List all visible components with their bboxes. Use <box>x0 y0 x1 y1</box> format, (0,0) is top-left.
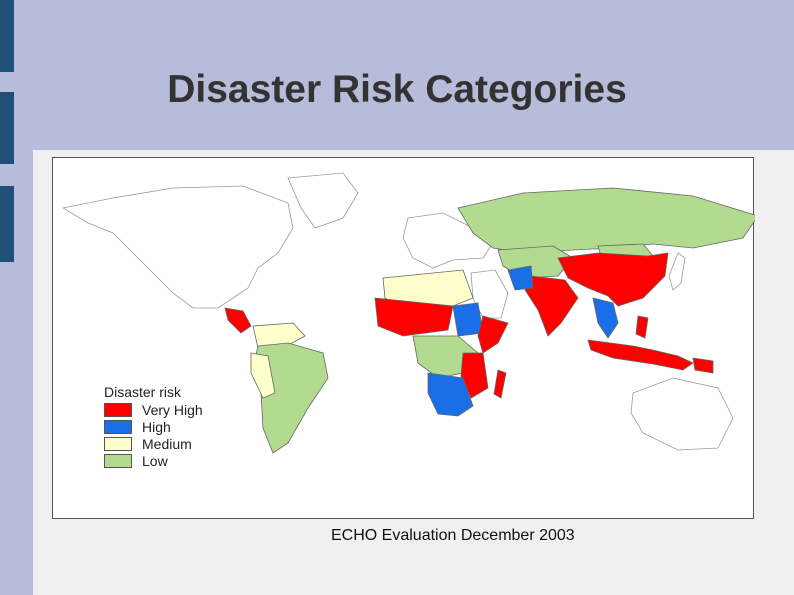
region-australia <box>630 377 734 451</box>
region-greenland <box>287 172 359 229</box>
accent-bar-top <box>0 0 14 72</box>
legend-item-low: Low <box>104 452 203 469</box>
legend-label-low: Low <box>142 452 168 469</box>
legend-label-high: High <box>142 418 171 435</box>
region-sahel <box>374 297 454 337</box>
region-se-asia <box>592 297 619 339</box>
legend-swatch-medium <box>104 436 132 451</box>
accent-bar-bottom <box>0 186 14 262</box>
legend-swatch-low <box>104 453 132 468</box>
region-madagascar <box>493 369 507 399</box>
legend-label-medium: Medium <box>142 435 192 452</box>
region-south-america-north <box>252 322 306 349</box>
region-india <box>524 275 579 337</box>
map-legend: Disaster risk Very High High Medium Low <box>104 384 203 469</box>
region-japan <box>668 252 686 291</box>
legend-item-high: High <box>104 418 203 435</box>
world-map-svg <box>61 172 755 454</box>
region-russia <box>457 187 755 254</box>
legend-swatch-high <box>104 419 132 434</box>
region-png <box>692 357 714 374</box>
region-sudan <box>452 302 484 337</box>
world-map <box>52 157 755 519</box>
region-southern-africa <box>427 372 474 417</box>
region-horn <box>477 315 509 354</box>
region-central-america <box>224 307 252 334</box>
legend-item-very-high: Very High <box>104 401 203 418</box>
legend-item-medium: Medium <box>104 435 203 452</box>
region-afghanistan <box>507 265 534 291</box>
legend-swatch-very-high <box>104 402 132 417</box>
region-philippines <box>635 315 649 339</box>
accent-bar-middle <box>0 92 14 164</box>
region-indonesia <box>587 339 694 371</box>
legend-title: Disaster risk <box>104 384 182 400</box>
legend-label-very-high: Very High <box>142 401 203 418</box>
slide-title: Disaster Risk Categories <box>167 68 627 111</box>
region-north-america <box>61 185 294 309</box>
region-east-africa <box>460 352 489 399</box>
region-andes <box>250 352 276 399</box>
source-caption: ECHO Evaluation December 2003 <box>331 527 575 544</box>
region-china <box>557 252 669 307</box>
